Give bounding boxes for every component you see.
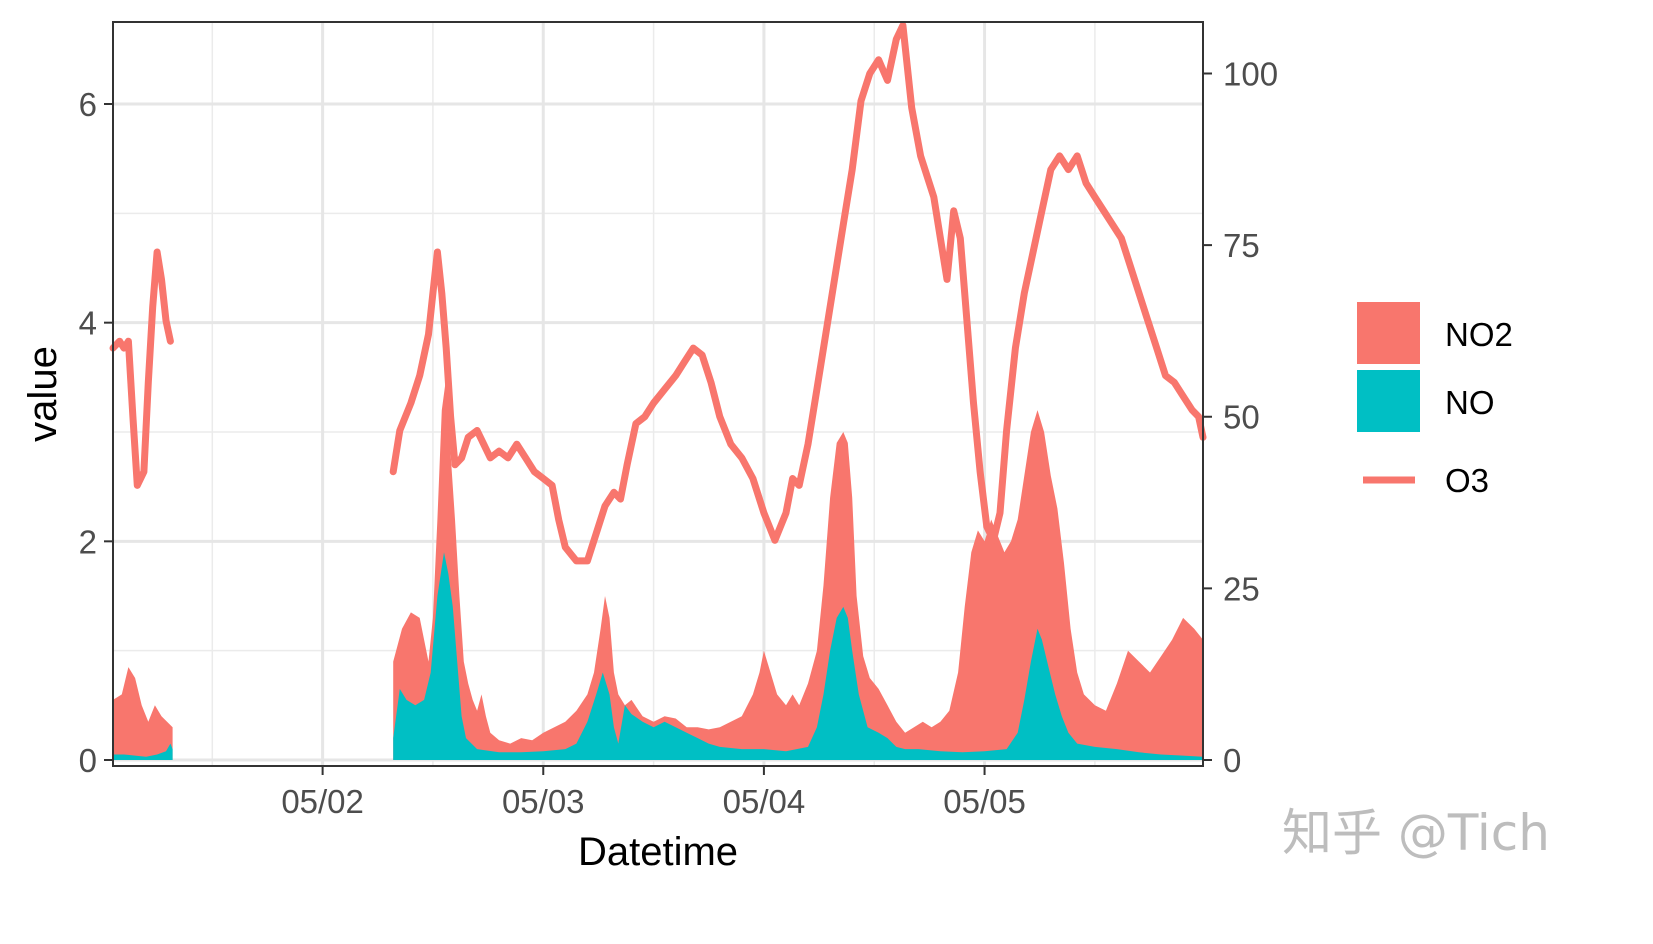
area-no-segment-1: [113, 743, 173, 760]
grid-major: [113, 22, 1203, 766]
x-tick-label: 05/02: [281, 783, 364, 820]
line-layer: [109, 21, 1207, 565]
legend-label-no2: NO2: [1445, 316, 1513, 353]
x-tick-label: 05/04: [723, 783, 806, 820]
legend: NO2 NO O3: [1357, 302, 1513, 499]
watermark: 知乎 @Tich: [1282, 804, 1550, 862]
plot-border: [112, 21, 1204, 767]
y2-tick-label: 100: [1223, 55, 1278, 92]
y-tick-label: 2: [79, 523, 97, 560]
y-tick-label: 4: [79, 305, 97, 342]
y-tick-label: 6: [79, 86, 97, 123]
legend-key-no: [1357, 370, 1420, 432]
y-tick-label: 0: [79, 742, 97, 779]
y-axis-left: 0 2 4 6: [79, 86, 113, 779]
y2-tick-label: 50: [1223, 399, 1260, 436]
y-axis-title: value: [21, 346, 65, 442]
y2-tick-label: 25: [1223, 570, 1260, 607]
x-axis-title: Datetime: [578, 830, 738, 874]
line-o3-segment-2: [389, 21, 1207, 565]
area-layer: [113, 377, 1203, 760]
legend-label-o3: O3: [1445, 462, 1489, 499]
line-o3-segment-1: [109, 248, 174, 489]
area-no2-segment-2: [393, 377, 1203, 760]
x-axis: 05/02 05/03 05/04 05/05: [281, 766, 1026, 820]
x-tick-label: 05/05: [943, 783, 1026, 820]
area-no2-segment-1: [113, 667, 173, 760]
area-no-segment-2: [393, 552, 1203, 760]
y2-tick-label: 0: [1223, 742, 1241, 779]
y2-tick-label: 75: [1223, 227, 1260, 264]
x-tick-label: 05/03: [502, 783, 585, 820]
grid-minor: [113, 22, 1203, 766]
y-axis-right: 0 25 50 75 100: [1203, 55, 1278, 779]
legend-key-no2: [1357, 302, 1420, 364]
legend-label-no: NO: [1445, 384, 1495, 421]
